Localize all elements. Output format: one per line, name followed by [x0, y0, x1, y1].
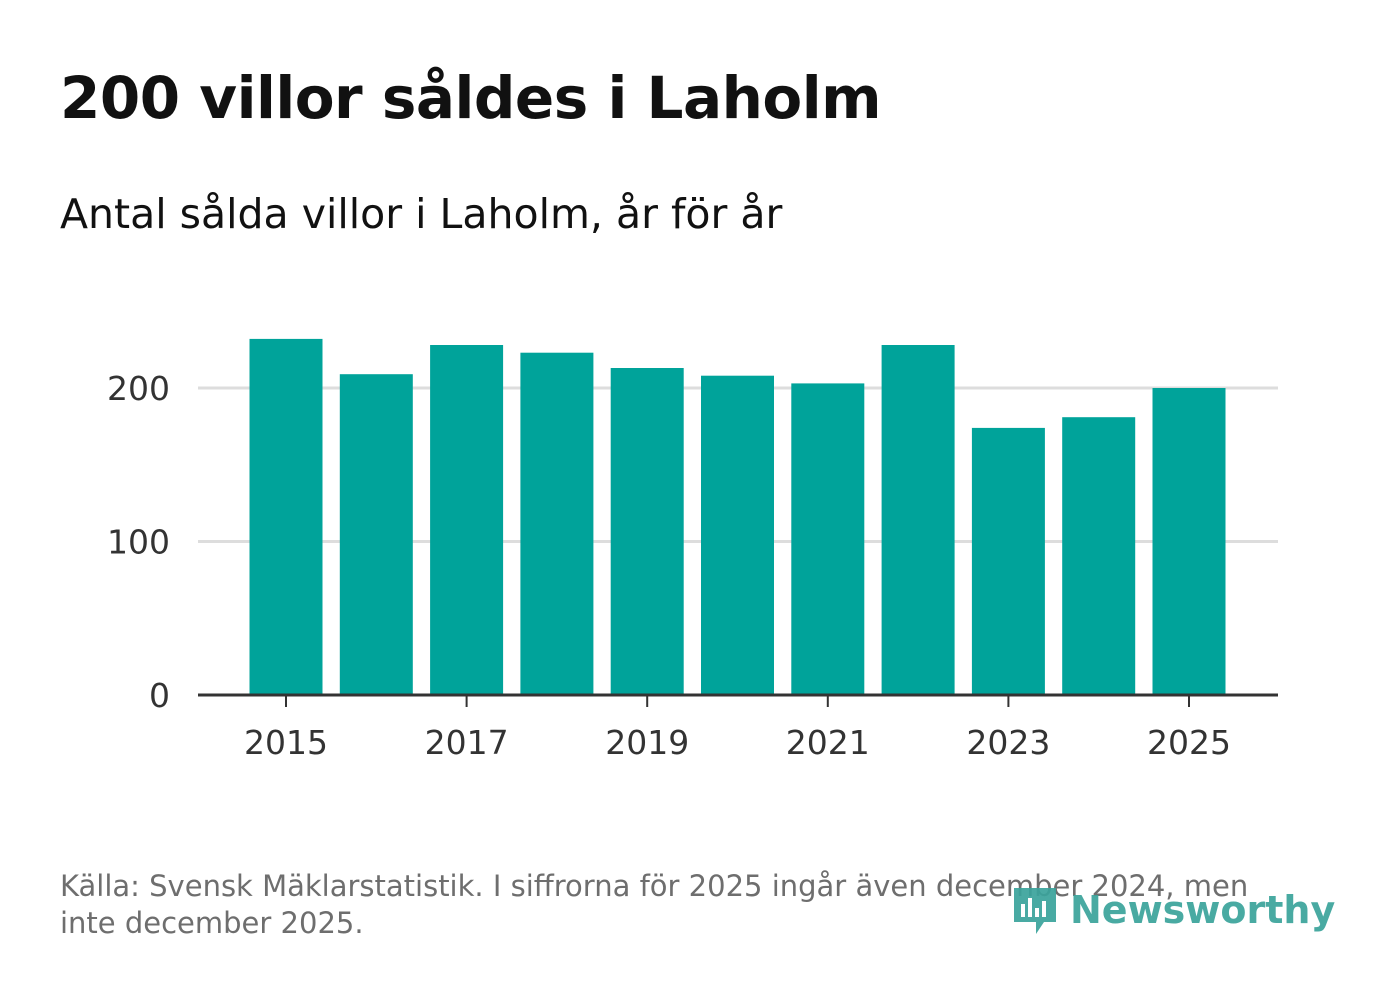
x-tick-label-2019: 2019	[605, 723, 689, 762]
bar-2022	[881, 345, 955, 695]
x-tick-label-2017: 2017	[425, 723, 509, 762]
x-tick-label-2023: 2023	[966, 723, 1050, 762]
bar-2020	[701, 375, 774, 695]
bar-2019	[610, 368, 684, 695]
x-tick-label-2021: 2021	[786, 723, 870, 762]
bar-2024	[1062, 417, 1136, 695]
y-tick-label-0: 0	[149, 676, 170, 715]
bar-2023	[971, 427, 1045, 695]
x-tick-label-2015: 2015	[244, 723, 328, 762]
newsworthy-logo-text: Newsworthy	[1070, 888, 1336, 932]
chart-title: 200 villor såldes i Laholm	[60, 64, 882, 132]
newsworthy-logo: Newsworthy	[1010, 880, 1335, 940]
chart-subtitle: Antal sålda villor i Laholm, år för år	[60, 190, 783, 238]
axes: 0 100 200 2015 2017 2019 2021 2023 2025	[107, 369, 1278, 762]
x-tick-label-2025: 2025	[1147, 723, 1231, 762]
y-tick-label-100: 100	[107, 523, 170, 562]
newsworthy-logo-icon	[1014, 888, 1056, 934]
bar-2017	[430, 345, 504, 695]
bar-2016	[339, 374, 413, 695]
y-tick-label-200: 200	[107, 369, 170, 408]
bars	[249, 338, 1226, 695]
bar-2021	[791, 383, 865, 695]
bar-2025	[1152, 388, 1226, 695]
bar-2015	[249, 338, 323, 695]
bar-2018	[520, 352, 594, 695]
